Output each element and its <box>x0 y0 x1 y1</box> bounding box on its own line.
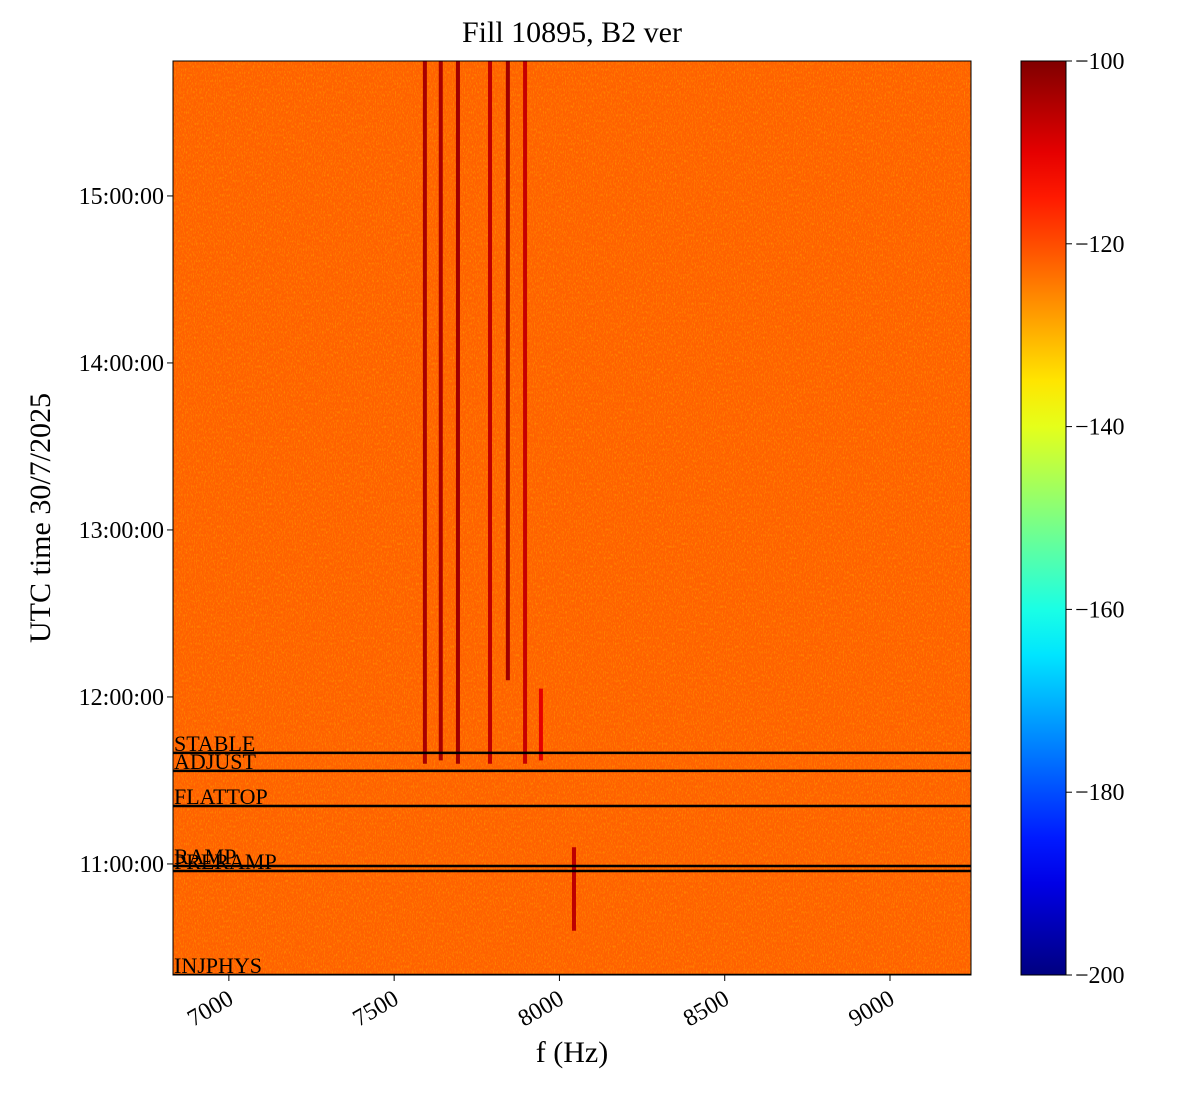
x-tick-label: 8500 <box>679 986 734 1033</box>
spectral-line <box>523 61 528 764</box>
x-tick-label: 7000 <box>183 986 238 1033</box>
colorbar-tick-label: −100 <box>1075 49 1125 75</box>
spectral-line <box>422 61 427 764</box>
spectral-line <box>455 61 460 764</box>
x-tick-label: 8000 <box>514 986 569 1033</box>
mode-label: STABLE <box>174 731 255 756</box>
noise-texture <box>173 61 971 975</box>
spectral-line <box>505 61 510 681</box>
mode-label: PRERAMP <box>174 849 277 874</box>
colorbar-tick-label: −160 <box>1075 597 1125 623</box>
colorbar-tick-label: −120 <box>1075 232 1125 258</box>
y-tick-label: 11:00:00 <box>80 852 164 878</box>
spectral-line <box>571 847 576 931</box>
y-tick-label: 12:00:00 <box>79 685 164 711</box>
y-tick-label: 14:00:00 <box>79 351 164 377</box>
mode-label: ADJUST <box>174 749 256 774</box>
spectral-line <box>538 688 543 761</box>
plot-frame <box>172 60 972 976</box>
x-axis-label: f (Hz) <box>536 1036 608 1069</box>
colorbar-tick-label: −200 <box>1075 963 1125 989</box>
y-axis-label: UTC time 30/7/2025 <box>24 393 57 643</box>
mode-label: FLATTOP <box>174 784 268 809</box>
mode-label: INJPHYS <box>174 953 262 978</box>
colorbar-tick-label: −140 <box>1075 415 1125 441</box>
spectral-line <box>438 61 443 761</box>
chart-title: Fill 10895, B2 ver <box>462 16 682 49</box>
colorbar <box>1020 60 1067 976</box>
y-tick-label: 15:00:00 <box>79 184 164 210</box>
colorbar-tick-label: −180 <box>1075 780 1125 806</box>
spectral-line <box>488 61 493 764</box>
x-tick-label: 7500 <box>349 986 404 1033</box>
mode-label: RAMP <box>174 844 236 869</box>
x-tick-label: 9000 <box>844 986 899 1033</box>
y-tick-label: 13:00:00 <box>79 518 164 544</box>
